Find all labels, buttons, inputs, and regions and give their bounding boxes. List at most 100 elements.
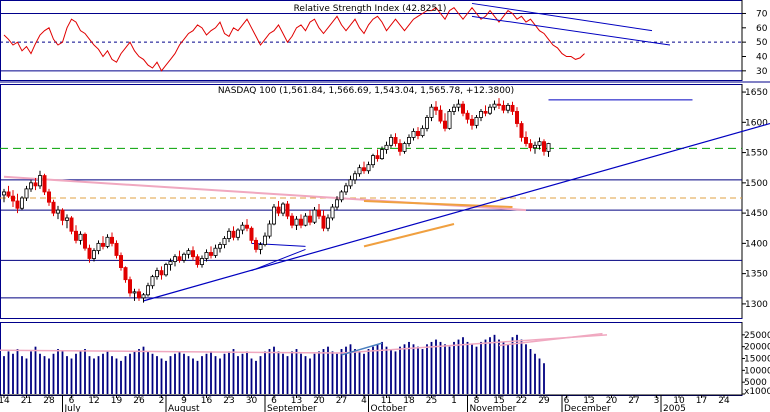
candle xyxy=(231,226,236,241)
volume-bar xyxy=(385,346,388,394)
candle xyxy=(6,185,11,198)
volume-bar xyxy=(502,341,505,394)
volume-bar xyxy=(322,349,325,394)
volume-bar xyxy=(394,351,397,394)
volume-bar xyxy=(187,356,190,394)
volume-bar xyxy=(39,353,41,394)
volume-bar xyxy=(57,349,59,394)
candle-body xyxy=(87,247,92,259)
volume-bar xyxy=(399,346,401,394)
candle-body xyxy=(60,209,65,221)
candle-body xyxy=(47,191,52,203)
volume-bar xyxy=(124,356,127,394)
candle xyxy=(505,102,510,114)
candle-body xyxy=(136,291,141,299)
candle xyxy=(384,141,389,154)
candle xyxy=(78,231,83,245)
candle-body xyxy=(92,250,97,259)
candlestick-series xyxy=(2,98,551,303)
candle xyxy=(379,146,384,160)
candle xyxy=(429,104,434,122)
candle xyxy=(110,232,115,247)
volume-bar xyxy=(390,349,392,394)
candle xyxy=(119,252,124,271)
volume-bar xyxy=(286,356,289,394)
candle-body xyxy=(451,106,456,112)
volume-bar xyxy=(250,358,253,394)
candle-body xyxy=(393,137,398,144)
price-tick-label: 1500 xyxy=(745,179,768,189)
candle-body xyxy=(334,199,339,208)
candle xyxy=(222,236,227,249)
candle xyxy=(240,222,245,235)
volume-bar xyxy=(219,358,221,394)
volume-tick-label: x1000 xyxy=(744,387,770,397)
candle-body xyxy=(465,112,470,120)
candle-body xyxy=(271,206,276,225)
orange-trend-lower-line xyxy=(363,223,455,248)
x-month-label: 2005 xyxy=(663,404,686,412)
price-overlay-lines xyxy=(3,99,770,302)
volume-bar xyxy=(336,353,338,394)
x-day-label: 26 xyxy=(133,396,145,406)
volume-tick-label: 5000 xyxy=(744,378,767,388)
x-day-label: 20 xyxy=(313,396,325,406)
candle xyxy=(420,125,425,138)
volume-bar xyxy=(183,353,185,394)
volume-bar xyxy=(475,346,478,394)
volume-bar xyxy=(52,353,55,394)
candle xyxy=(186,248,191,259)
candle-body xyxy=(6,191,11,197)
x-day-label: 11 xyxy=(381,396,392,406)
volume-bar xyxy=(408,341,410,394)
candle xyxy=(294,216,299,231)
x-day-label: 18 xyxy=(403,396,415,406)
x-day-label: 13 xyxy=(291,396,302,406)
candle xyxy=(469,115,474,130)
volume-bar xyxy=(97,356,100,394)
candle-body xyxy=(267,223,272,237)
price-tick-label: 1350 xyxy=(745,270,768,280)
candle-body xyxy=(433,106,438,111)
candle xyxy=(33,178,38,191)
x-day-label: 3 xyxy=(654,396,660,406)
x-month-label: October xyxy=(371,404,407,412)
volume-bar xyxy=(489,337,491,394)
volume-bar xyxy=(367,349,370,394)
rsi-channel-bottom-line xyxy=(471,15,671,46)
volume-bar xyxy=(340,349,343,394)
volume-bar xyxy=(417,346,419,394)
candle xyxy=(105,234,110,249)
volume-tick-label: 15000 xyxy=(744,355,770,365)
x-day-label: 4 xyxy=(361,396,367,406)
orange-trend-upper-line xyxy=(363,200,513,209)
candle-body xyxy=(168,261,173,265)
volume-bar xyxy=(403,344,406,394)
candle xyxy=(181,252,186,263)
candle-body xyxy=(343,185,348,193)
candle xyxy=(501,100,506,114)
x-day-label: 23 xyxy=(223,396,234,406)
candle-body xyxy=(325,217,330,229)
candle-body xyxy=(78,233,83,241)
candle-body xyxy=(528,143,533,149)
main-uptrend-line xyxy=(143,122,770,302)
candle xyxy=(114,240,119,259)
volume-bar xyxy=(88,356,91,394)
x-day-label: 14 xyxy=(0,396,10,406)
candle-body xyxy=(474,117,479,126)
candle xyxy=(483,105,488,117)
candle xyxy=(366,161,371,174)
volume-bar xyxy=(34,346,37,394)
volume-bar xyxy=(228,351,230,394)
candle-body xyxy=(119,255,124,268)
volume-bar xyxy=(412,344,415,394)
volume-bar xyxy=(430,341,433,394)
candle-body xyxy=(303,215,308,226)
volume-bar xyxy=(304,356,307,394)
volume-bar xyxy=(358,351,361,394)
rsi-channel-top-line xyxy=(471,2,653,32)
volume-bar xyxy=(466,341,469,394)
